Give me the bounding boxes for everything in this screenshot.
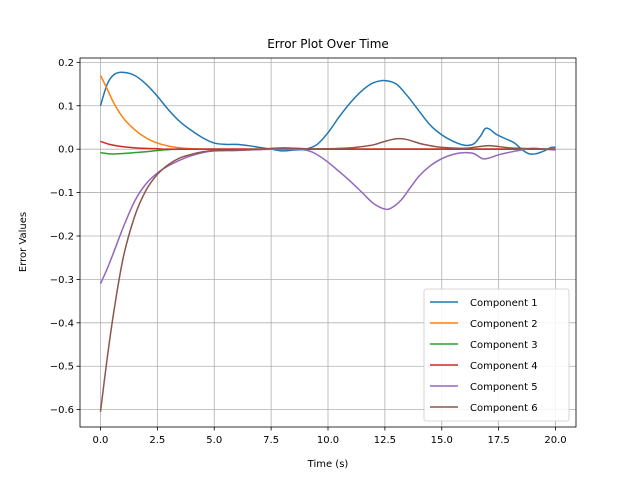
legend: Component 1 Component 2 Component 3 Compone… [423,288,570,422]
x-tick-label: 15.0 [431,435,453,446]
y-tick-label: −0.4 [50,318,74,329]
series-line-1 [99,71,556,155]
y-tick-label: −0.5 [50,362,74,373]
y-axis-label: Error Values [18,212,29,272]
series-lines [99,71,556,412]
x-tick-label: 0.0 [93,435,109,446]
legend-label-5: Component 5 [470,382,538,393]
axis-ticks: 0.0 2.5 5.0 7.5 10.0 12.5 15.0 17.5 20.0 −0.6 −0.5… [50,58,567,446]
legend-label-1: Component 1 [470,298,538,309]
x-axis-label: Time (s) [307,459,349,470]
chart-title: Error Plot Over Time [267,37,389,51]
y-tick-label: 0.1 [58,101,74,112]
x-tick-label: 12.5 [374,435,396,446]
x-tick-label: 10.0 [317,435,339,446]
series-line-4 [100,140,556,150]
y-tick-label: −0.2 [50,231,74,242]
x-tick-label: 5.0 [206,435,222,446]
legend-label-2: Component 2 [470,319,538,330]
legend-label-3: Component 3 [470,340,538,351]
y-tick-label: −0.6 [50,405,74,416]
x-tick-label: 20.0 [544,435,566,446]
legend-label-4: Component 4 [470,361,538,372]
y-tick-label: −0.3 [50,275,74,286]
legend-label-6: Component 6 [470,403,538,414]
legend-box [423,288,570,422]
series-line-6 [99,137,556,412]
y-tick-label: 0.0 [58,145,74,156]
y-tick-label: 0.2 [58,58,74,69]
x-tick-label: 7.5 [263,435,279,446]
y-tick-label: −0.1 [50,188,74,199]
x-tick-label: 2.5 [149,435,165,446]
x-tick-label: 17.5 [488,435,510,446]
